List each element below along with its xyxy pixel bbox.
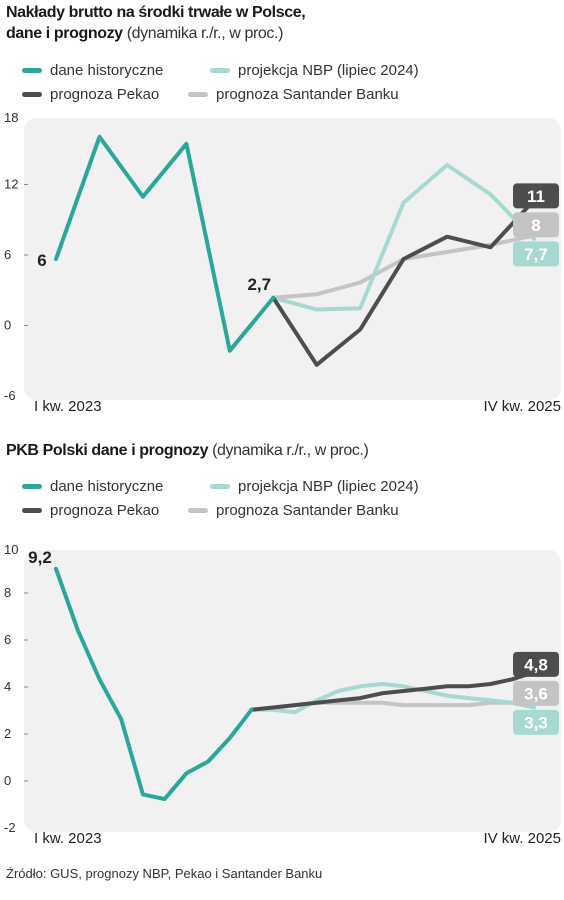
y-tick-label: 6 (4, 632, 11, 647)
legend-swatch-pekao (22, 92, 42, 97)
legend-item-santander: prognoza Santander Banku (188, 86, 399, 103)
chart1-subtitle: (dynamika r./r., w proc.) (126, 25, 284, 42)
legend-label-nbp: projekcja NBP (lipiec 2024) (238, 62, 419, 79)
series-line-historical (54, 566, 254, 802)
legend-label-nbp: projekcja NBP (lipiec 2024) (238, 478, 419, 495)
data-label-last: 2,7 (247, 275, 271, 294)
legend-label-santander: prognoza Santander Banku (216, 502, 399, 519)
end-value-label-nbp: 7,7 (524, 245, 548, 264)
y-tick-label: 0 (4, 773, 11, 788)
end-value-box-nbp (513, 709, 559, 735)
y-tick-label: 12 (4, 177, 18, 192)
legend-label-historical: dane historyczne (50, 62, 164, 79)
legend-label-pekao: prognoza Pekao (50, 86, 160, 103)
x-axis-end-label: IV kw. 2025 (483, 398, 561, 415)
end-value-label-nbp: 3,3 (524, 713, 548, 732)
series-line-historical (54, 134, 276, 353)
series-line-pekao (271, 198, 536, 367)
legend-swatch-nbp (210, 484, 230, 489)
series-line-pekao (249, 670, 536, 712)
y-tick-label: 8 (4, 585, 11, 600)
data-label-first: 9,2 (28, 548, 52, 567)
y-tick-label: 0 (4, 318, 11, 333)
y-tick-label: 2 (4, 726, 11, 741)
end-value-box-santander (513, 212, 559, 238)
legend-item-pekao: prognoza Pekao (22, 86, 159, 103)
end-value-label-santander: 8 (531, 216, 540, 235)
legend-swatch-historical (22, 68, 42, 73)
chart1-title-line1: Nakłady brutto na środki trwałe w Polsce… (6, 4, 306, 21)
legend-label-pekao: prognoza Pekao (50, 502, 160, 519)
legend-swatch-pekao (22, 508, 42, 513)
end-value-box-santander (513, 680, 559, 706)
end-value-box-pekao (513, 183, 559, 209)
x-axis-start-label: I kw. 2023 (34, 398, 102, 415)
data-label-first: 6 (37, 251, 46, 270)
plot-background (24, 550, 561, 832)
legend-label-historical: dane historyczne (50, 478, 164, 495)
legend-swatch-historical (22, 484, 42, 489)
chart1-title: Nakłady brutto na środki trwałe w Polsce… (6, 2, 306, 44)
legend-swatch-nbp (210, 68, 230, 73)
source-note: Źródło: GUS, prognozy NBP, Pekao i Santa… (6, 866, 323, 881)
plot-background (24, 118, 561, 400)
end-value-box-nbp (513, 241, 559, 267)
y-tick-label: 4 (4, 679, 11, 694)
legend-item-pekao: prognoza Pekao (22, 502, 159, 519)
legend-item-nbp: projekcja NBP (lipiec 2024) (210, 62, 419, 79)
x-axis-start-label: I kw. 2023 (34, 830, 102, 847)
chart1-title-line2: dane i prognozy (6, 25, 123, 42)
end-value-label-santander: 3,6 (524, 684, 548, 703)
y-tick-label: 18 (4, 110, 18, 125)
chart2-plot: 10 8 6 4 2 0 -2 I kw. 2023 IV kw. 2025 4,8 3,6 3,3 9… (4, 542, 561, 847)
end-value-label-pekao: 4,8 (524, 655, 548, 674)
legend-item-nbp: projekcja NBP (lipiec 2024) (210, 478, 419, 495)
x-axis-end-label: IV kw. 2025 (483, 830, 561, 847)
y-tick-label: 10 (4, 542, 18, 557)
chart2-title-bold: PKB Polski dane i prognozy (6, 442, 209, 459)
y-tick-label: 6 (4, 247, 11, 262)
chart1-plot: 18 12 6 0 -6 I kw. 2023 IV kw. 2025 11 8 7,7 6 2,7 (4, 110, 561, 415)
y-tick-label: -6 (4, 388, 16, 403)
legend-swatch-santander (188, 508, 208, 513)
legend-label-santander: prognoza Santander Banku (216, 86, 399, 103)
legend-item-historical: dane historyczne (22, 62, 163, 79)
chart2-subtitle: (dynamika r./r., w proc.) (212, 442, 369, 459)
y-tick-label: -2 (4, 820, 16, 835)
legend-swatch-santander (188, 92, 208, 97)
series-line-nbp (271, 163, 536, 312)
legend-item-santander: prognoza Santander Banku (188, 502, 399, 519)
chart2-title: PKB Polski dane i prognozy (dynamika r./… (6, 440, 369, 461)
end-value-label-pekao: 11 (527, 187, 545, 206)
legend-item-historical: dane historyczne (22, 478, 163, 495)
series-line-nbp (249, 682, 536, 715)
end-value-box-pekao (513, 651, 559, 677)
